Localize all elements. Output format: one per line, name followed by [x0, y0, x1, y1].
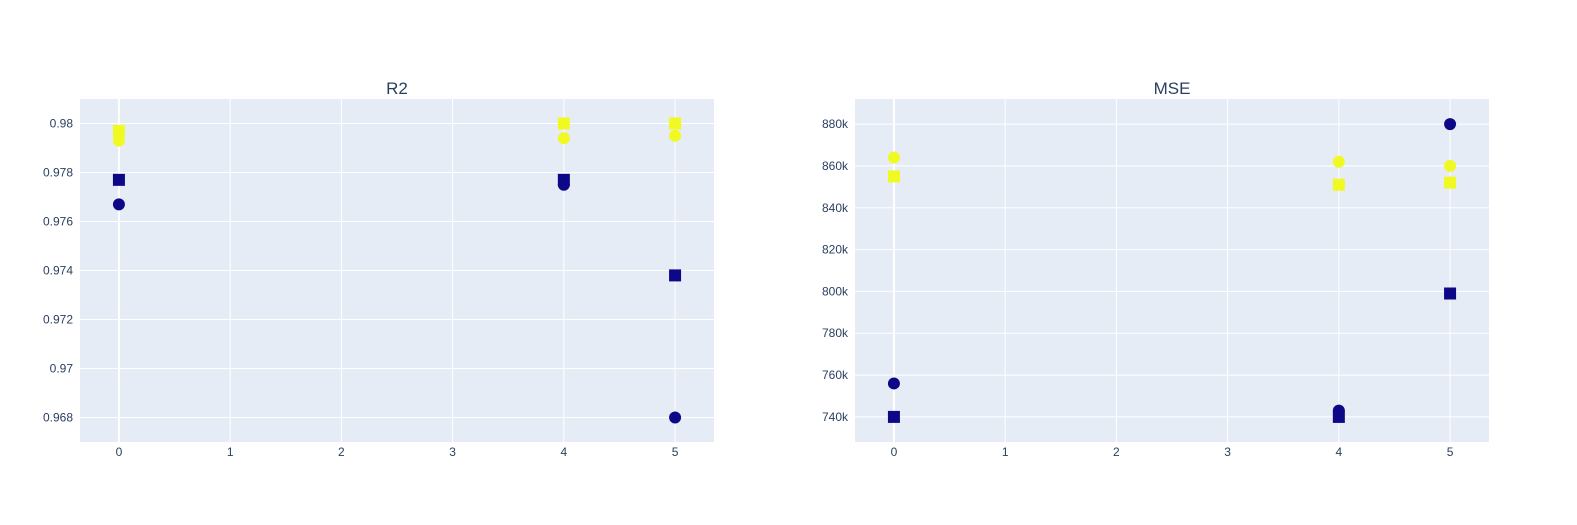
y-axis-r2: 0.968 0.97 0.972 0.974 0.976 0.978 0.98	[43, 117, 73, 425]
data-point-square[interactable]	[557, 173, 570, 186]
plot-area-mse	[855, 99, 1489, 442]
data-point-square[interactable]	[887, 410, 900, 423]
y-tick-label: 0.97	[50, 362, 74, 376]
grid-r2	[80, 99, 714, 442]
y-tick-label: 820k	[822, 243, 849, 257]
data-point-circle[interactable]	[1444, 159, 1457, 172]
y-tick-label: 760k	[822, 368, 849, 382]
x-tick-label: 4	[560, 445, 567, 459]
y-tick-label: 0.972	[43, 313, 73, 327]
y-tick-label: 800k	[822, 284, 849, 298]
x-tick-label: 2	[338, 445, 345, 459]
subplot-r2: 0 1 2 3 4 5 0.968 0.97 0.972 0.974 0.976 0.978 0.98…	[43, 79, 714, 459]
y-tick-label: 840k	[822, 201, 849, 215]
x-tick-label: 5	[1447, 445, 1454, 459]
y-tick-label: 880k	[822, 117, 849, 131]
y-axis-mse: 740k 760k 780k 800k 820k 840k 860k 880k	[822, 117, 849, 424]
x-tick-label: 1	[227, 445, 234, 459]
data-point-square[interactable]	[557, 117, 570, 130]
x-tick-label: 0	[116, 445, 123, 459]
x-tick-label: 4	[1335, 445, 1342, 459]
data-point-circle[interactable]	[112, 198, 125, 211]
x-tick-label: 1	[1002, 445, 1009, 459]
data-point-square[interactable]	[112, 173, 125, 186]
y-tick-label: 0.976	[43, 215, 73, 229]
chart-title-mse: MSE	[1154, 79, 1191, 98]
y-tick-label: 740k	[822, 410, 849, 424]
y-tick-label: 0.978	[43, 166, 73, 180]
data-point-circle[interactable]	[1332, 155, 1345, 168]
x-tick-label: 0	[891, 445, 898, 459]
data-point-square[interactable]	[1332, 178, 1345, 191]
y-tick-label: 0.968	[43, 411, 73, 425]
data-point-square[interactable]	[669, 269, 682, 282]
data-point-circle[interactable]	[669, 129, 682, 142]
data-point-square[interactable]	[1444, 176, 1457, 189]
x-axis-r2: 0 1 2 3 4 5	[116, 445, 679, 459]
x-tick-label: 2	[1113, 445, 1120, 459]
data-point-square[interactable]	[1444, 287, 1457, 300]
data-point-circle[interactable]	[557, 132, 570, 145]
y-tick-label: 0.98	[50, 117, 74, 131]
data-point-square[interactable]	[112, 124, 125, 137]
y-tick-label: 860k	[822, 159, 849, 173]
points-r2[interactable]	[112, 117, 682, 424]
data-point-circle[interactable]	[887, 377, 900, 390]
x-axis-mse: 0 1 2 3 4 5	[891, 445, 1454, 459]
data-point-circle[interactable]	[887, 151, 900, 164]
y-tick-label: 0.974	[43, 264, 73, 278]
data-point-circle[interactable]	[669, 411, 682, 424]
points-mse[interactable]	[887, 118, 1457, 423]
x-tick-label: 3	[1224, 445, 1231, 459]
data-point-square[interactable]	[669, 117, 682, 130]
x-tick-label: 5	[672, 445, 679, 459]
x-tick-label: 3	[449, 445, 456, 459]
chart-title-r2: R2	[386, 79, 408, 98]
data-point-circle[interactable]	[112, 134, 125, 147]
data-point-square[interactable]	[887, 170, 900, 183]
data-point-circle[interactable]	[1444, 118, 1457, 131]
data-point-square[interactable]	[1332, 410, 1345, 423]
y-tick-label: 780k	[822, 326, 849, 340]
